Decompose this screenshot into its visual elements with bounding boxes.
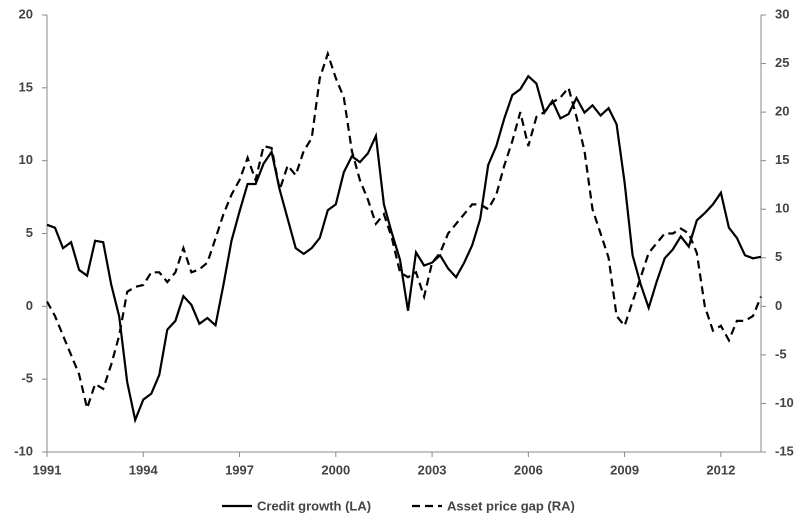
y2-tick-label: 30 <box>775 6 789 21</box>
y-tick-label: 0 <box>26 298 33 313</box>
x-tick-label: 2009 <box>610 462 639 477</box>
y2-tick-label: 0 <box>775 298 782 313</box>
y-tick-label: 20 <box>19 6 33 21</box>
x-tick-label: 2003 <box>418 462 447 477</box>
y2-tick-label: 15 <box>775 152 789 167</box>
y2-tick-label: -10 <box>775 395 794 410</box>
y-tick-label: -5 <box>21 371 33 386</box>
x-tick-label: 2012 <box>706 462 735 477</box>
y2-tick-label: -15 <box>775 443 794 458</box>
y2-tick-label: 20 <box>775 104 789 119</box>
x-tick-label: 1991 <box>33 462 62 477</box>
x-tick-label: 2000 <box>321 462 350 477</box>
y2-tick-label: 25 <box>775 55 789 70</box>
x-tick-label: 1997 <box>225 462 254 477</box>
y2-tick-label: -5 <box>775 346 787 361</box>
x-tick-label: 2006 <box>514 462 543 477</box>
y-tick-label: 15 <box>19 79 33 94</box>
series-line <box>46 50 763 413</box>
y-tick-label: -10 <box>14 443 33 458</box>
y2-tick-label: 10 <box>775 201 789 216</box>
y2-tick-label: 5 <box>775 249 782 264</box>
legend-label: Credit growth (LA) <box>257 498 371 513</box>
legend-label: Asset price gap (RA) <box>447 498 575 513</box>
y-tick-label: 10 <box>19 152 33 167</box>
y-tick-label: 5 <box>26 225 33 240</box>
series-line <box>46 74 762 424</box>
x-tick-label: 1994 <box>129 462 159 477</box>
